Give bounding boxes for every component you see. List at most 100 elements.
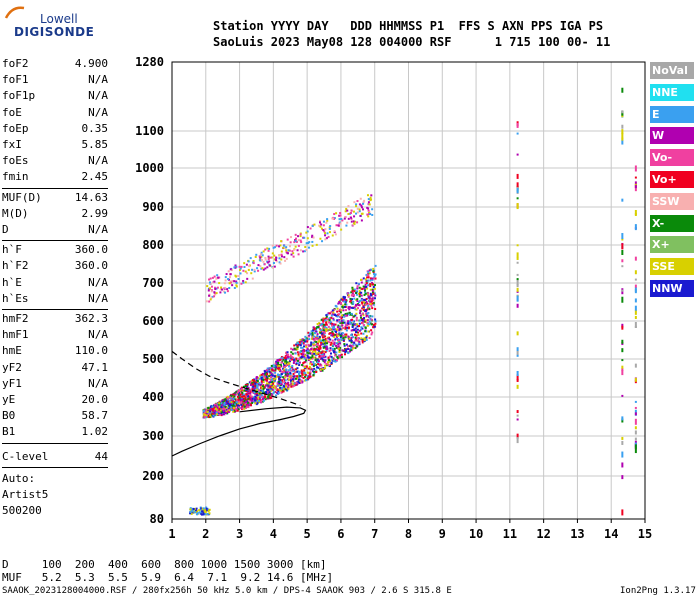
trace-point — [236, 401, 239, 404]
trace-point — [287, 252, 290, 255]
trace-point — [290, 385, 293, 388]
trace-point — [365, 336, 368, 339]
trace-point — [271, 252, 274, 255]
trace-point — [223, 407, 226, 410]
y-tick-label: 200 — [142, 469, 164, 483]
trace-point — [218, 413, 221, 416]
trace-point — [294, 233, 297, 236]
trace-point — [305, 248, 308, 251]
vertical-mark-group — [516, 121, 519, 444]
trace-point — [341, 320, 344, 323]
trace-point — [351, 292, 354, 295]
trace-point — [321, 323, 324, 326]
trace-point — [360, 219, 363, 222]
vertical-mark-point — [634, 412, 637, 416]
trace-point — [347, 295, 350, 298]
trace-point — [268, 393, 271, 396]
trace-point — [328, 227, 331, 230]
trace-point — [254, 390, 257, 393]
trace-point — [217, 276, 220, 279]
trace-point — [320, 341, 323, 344]
trace-point — [273, 378, 276, 381]
trace-point — [280, 255, 283, 258]
trace-point — [270, 256, 273, 259]
trace-point — [210, 409, 213, 412]
param-value: 0.35 — [81, 121, 109, 135]
trace-point — [363, 317, 366, 320]
trace-point — [209, 414, 212, 417]
trace-point — [335, 314, 338, 317]
trace-point — [330, 361, 333, 364]
trace-point — [267, 368, 270, 371]
trace-point — [341, 356, 344, 359]
trace-point — [339, 328, 342, 331]
trace-point — [343, 297, 346, 300]
trace-point — [189, 511, 192, 514]
trace-point — [219, 400, 222, 403]
trace-point — [260, 400, 263, 403]
trace-point — [305, 345, 308, 348]
trace-point — [262, 250, 265, 253]
trace-point — [216, 274, 219, 277]
trace-point — [231, 397, 234, 400]
trace-point — [372, 302, 375, 305]
x-tick-label: 2 — [202, 527, 209, 541]
trace-point — [237, 277, 240, 280]
trace-point — [236, 398, 239, 401]
trace-point — [371, 288, 374, 291]
trace-point — [278, 380, 281, 383]
trace-point — [336, 328, 339, 331]
param-separator — [2, 309, 108, 310]
trace-point — [299, 375, 302, 378]
trace-point — [371, 208, 374, 211]
trace-point — [373, 274, 376, 277]
param-row: D N/A — [2, 223, 108, 239]
trace-point — [251, 398, 254, 401]
trace-point — [331, 330, 334, 333]
trace-point — [320, 318, 323, 321]
trace-point — [220, 411, 223, 414]
trace-point — [327, 325, 330, 328]
trace-point — [227, 400, 230, 403]
trace-point — [256, 384, 259, 387]
trace-point — [280, 250, 283, 253]
trace-point — [223, 401, 226, 404]
trace-point — [213, 406, 216, 409]
vertical-mark-point — [634, 224, 637, 231]
trace-point — [271, 374, 274, 377]
trace-point — [234, 407, 237, 410]
param-row: foF2 4.900 — [2, 57, 108, 73]
vertical-mark-point — [516, 287, 519, 292]
vertical-mark-point — [621, 440, 624, 445]
trace-point — [369, 196, 372, 199]
trace-point — [325, 349, 328, 352]
trace-point — [243, 397, 246, 400]
param-name: foF1 — [2, 73, 29, 87]
trace-point — [325, 363, 328, 366]
vertical-mark-point — [621, 365, 624, 369]
trace-point — [299, 233, 302, 236]
trace-point — [344, 301, 347, 304]
trace-point — [233, 403, 236, 406]
trace-point — [358, 210, 361, 213]
param-name: yF2 — [2, 360, 22, 374]
trace-point — [238, 265, 241, 268]
trace-point — [350, 347, 353, 350]
trace-point — [291, 378, 294, 381]
trace-point — [354, 336, 357, 339]
trace-point — [288, 359, 291, 362]
trace-point — [347, 306, 350, 309]
trace-point — [295, 362, 298, 365]
trace-point — [336, 319, 339, 322]
trace-point — [314, 351, 317, 354]
trace-point — [280, 383, 283, 386]
vertical-mark-point — [621, 509, 624, 516]
trace-point — [251, 268, 254, 271]
trace-point — [235, 401, 238, 404]
trace-point — [241, 407, 244, 410]
trace-point — [318, 224, 321, 227]
trace-point — [325, 314, 328, 317]
trace-point — [371, 307, 374, 310]
trace-point — [268, 247, 271, 250]
trace-point — [332, 323, 335, 326]
